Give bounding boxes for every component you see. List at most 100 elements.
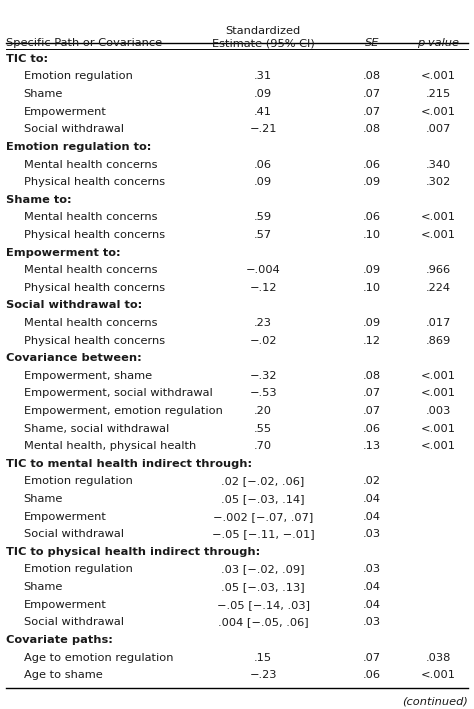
Text: −.12: −.12 [249, 283, 277, 293]
Text: Standardized: Standardized [226, 26, 301, 35]
Text: Estimate (95% CI): Estimate (95% CI) [212, 38, 314, 48]
Text: .04: .04 [363, 512, 381, 522]
Text: .966: .966 [426, 265, 451, 275]
Text: .04: .04 [363, 600, 381, 610]
Text: .09: .09 [363, 318, 381, 328]
Text: .08: .08 [363, 371, 381, 381]
Text: .59: .59 [254, 212, 272, 223]
Text: <.001: <.001 [421, 389, 456, 398]
Text: Empowerment, shame: Empowerment, shame [24, 371, 152, 381]
Text: <.001: <.001 [421, 441, 456, 451]
Text: <.001: <.001 [421, 72, 456, 82]
Text: Empowerment: Empowerment [24, 600, 107, 610]
Text: Physical health concerns: Physical health concerns [24, 335, 165, 345]
Text: .07: .07 [363, 406, 381, 416]
Text: .08: .08 [363, 124, 381, 134]
Text: Social withdrawal: Social withdrawal [24, 529, 124, 540]
Text: −.02: −.02 [249, 335, 277, 345]
Text: .06: .06 [363, 160, 381, 169]
Text: .03: .03 [363, 529, 381, 540]
Text: Emotion regulation: Emotion regulation [24, 476, 133, 486]
Text: Covariance between:: Covariance between: [6, 353, 141, 363]
Text: <.001: <.001 [421, 230, 456, 240]
Text: Physical health concerns: Physical health concerns [24, 283, 165, 293]
Text: Empowerment: Empowerment [24, 512, 107, 522]
Text: .04: .04 [363, 494, 381, 504]
Text: .09: .09 [254, 89, 272, 99]
Text: Specific Path or Covariance: Specific Path or Covariance [6, 38, 162, 48]
Text: Covariate paths:: Covariate paths: [6, 635, 112, 645]
Text: Mental health concerns: Mental health concerns [24, 318, 157, 328]
Text: .07: .07 [363, 106, 381, 117]
Text: SE: SE [365, 38, 379, 48]
Text: .869: .869 [426, 335, 451, 345]
Text: .017: .017 [426, 318, 451, 328]
Text: .09: .09 [363, 177, 381, 187]
Text: .007: .007 [426, 124, 451, 134]
Text: Mental health concerns: Mental health concerns [24, 212, 157, 223]
Text: Shame: Shame [24, 582, 63, 592]
Text: .06: .06 [363, 212, 381, 223]
Text: .31: .31 [254, 72, 272, 82]
Text: <.001: <.001 [421, 212, 456, 223]
Text: −.23: −.23 [249, 670, 277, 680]
Text: Shame, social withdrawal: Shame, social withdrawal [24, 423, 169, 434]
Text: −.05 [−.11, −.01]: −.05 [−.11, −.01] [212, 529, 314, 540]
Text: Empowerment, emotion regulation: Empowerment, emotion regulation [24, 406, 223, 416]
Text: Social withdrawal to:: Social withdrawal to: [6, 301, 142, 311]
Text: .302: .302 [426, 177, 451, 187]
Text: TIC to:: TIC to: [6, 54, 48, 64]
Text: .02 [−.02, .06]: .02 [−.02, .06] [221, 476, 305, 486]
Text: .07: .07 [363, 652, 381, 662]
Text: −.05 [−.14, .03]: −.05 [−.14, .03] [217, 600, 310, 610]
Text: .08: .08 [363, 72, 381, 82]
Text: Physical health concerns: Physical health concerns [24, 230, 165, 240]
Text: <.001: <.001 [421, 371, 456, 381]
Text: .038: .038 [426, 652, 451, 662]
Text: .004 [−.05, .06]: .004 [−.05, .06] [218, 618, 309, 627]
Text: .03: .03 [363, 618, 381, 627]
Text: .55: .55 [254, 423, 272, 434]
Text: Mental health concerns: Mental health concerns [24, 265, 157, 275]
Text: −.53: −.53 [249, 389, 277, 398]
Text: Social withdrawal: Social withdrawal [24, 618, 124, 627]
Text: Empowerment to:: Empowerment to: [6, 247, 120, 257]
Text: .04: .04 [363, 582, 381, 592]
Text: .02: .02 [363, 476, 381, 486]
Text: .05 [−.03, .13]: .05 [−.03, .13] [221, 582, 305, 592]
Text: .70: .70 [254, 441, 272, 451]
Text: −.32: −.32 [249, 371, 277, 381]
Text: .224: .224 [426, 283, 451, 293]
Text: Social withdrawal: Social withdrawal [24, 124, 124, 134]
Text: .12: .12 [363, 335, 381, 345]
Text: .05 [−.03, .14]: .05 [−.03, .14] [221, 494, 305, 504]
Text: .09: .09 [363, 265, 381, 275]
Text: Emotion regulation to:: Emotion regulation to: [6, 142, 151, 152]
Text: .23: .23 [254, 318, 272, 328]
Text: Age to emotion regulation: Age to emotion regulation [24, 652, 173, 662]
Text: .10: .10 [363, 283, 381, 293]
Text: .340: .340 [426, 160, 451, 169]
Text: .20: .20 [254, 406, 272, 416]
Text: .03 [−.02, .09]: .03 [−.02, .09] [221, 564, 305, 574]
Text: TIC to mental health indirect through:: TIC to mental health indirect through: [6, 459, 252, 469]
Text: .13: .13 [363, 441, 381, 451]
Text: −.002 [−.07, .07]: −.002 [−.07, .07] [213, 512, 313, 522]
Text: Physical health concerns: Physical health concerns [24, 177, 165, 187]
Text: .003: .003 [426, 406, 451, 416]
Text: .09: .09 [254, 177, 272, 187]
Text: Shame to:: Shame to: [6, 195, 71, 205]
Text: .06: .06 [363, 423, 381, 434]
Text: .06: .06 [363, 670, 381, 680]
Text: (continued): (continued) [402, 696, 468, 706]
Text: Shame: Shame [24, 89, 63, 99]
Text: Shame: Shame [24, 494, 63, 504]
Text: <.001: <.001 [421, 423, 456, 434]
Text: .215: .215 [426, 89, 451, 99]
Text: Empowerment, social withdrawal: Empowerment, social withdrawal [24, 389, 212, 398]
Text: .10: .10 [363, 230, 381, 240]
Text: Mental health concerns: Mental health concerns [24, 160, 157, 169]
Text: .41: .41 [254, 106, 272, 117]
Text: −.004: −.004 [246, 265, 281, 275]
Text: p value: p value [418, 38, 459, 48]
